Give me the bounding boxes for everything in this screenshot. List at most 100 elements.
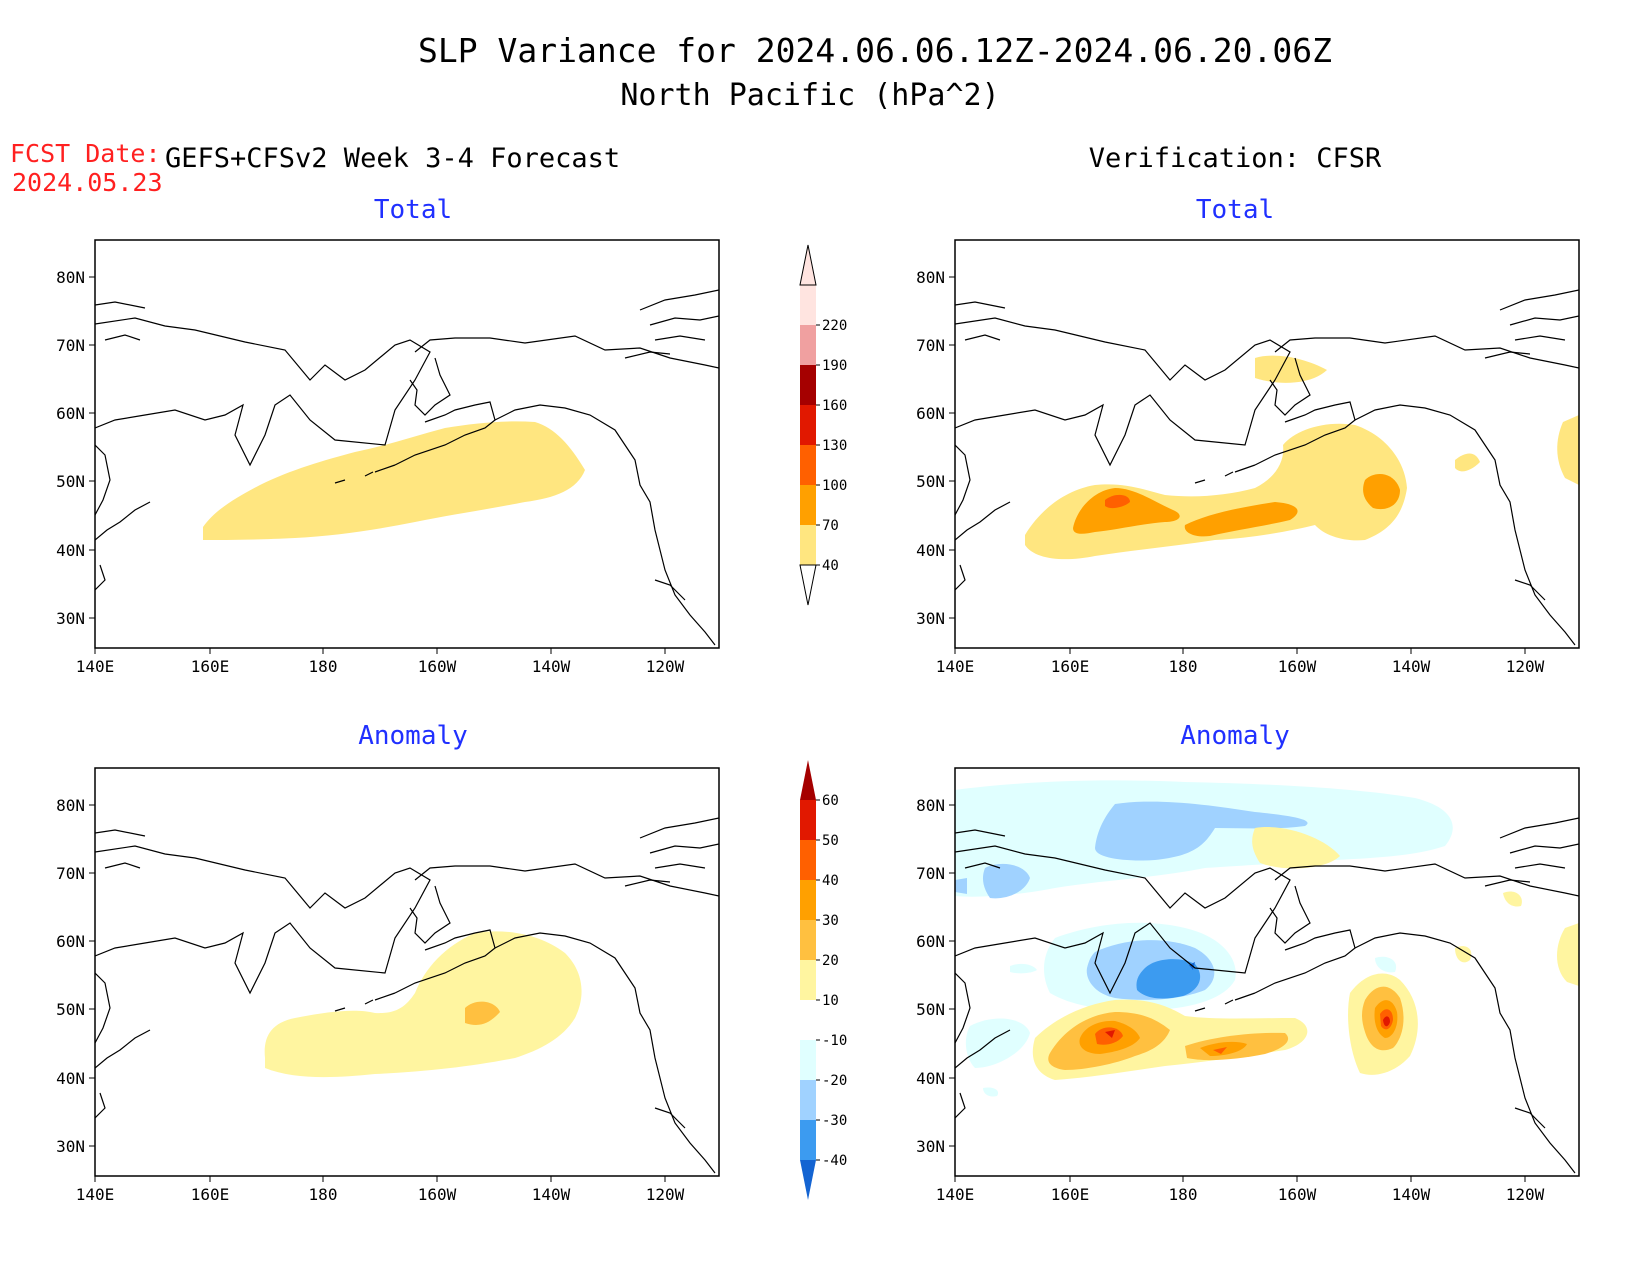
contour-40-70 [203, 421, 585, 540]
lon-tick-label: 120W [646, 1185, 685, 1204]
colorbar-level-label: 70 [822, 518, 839, 534]
colorbar-swatch [800, 1080, 816, 1120]
colorbar-bottom-triangle [800, 1160, 816, 1200]
lat-tick-label: 40N [56, 1069, 85, 1088]
lon-tick-label: 140E [936, 657, 975, 676]
lat-tick-label: 80N [56, 268, 85, 287]
lon-tick-label: 120W [1506, 1185, 1545, 1204]
colorbar-anomaly: 60 50 40 30 20 10 -10 -20 -30 -40 [800, 760, 847, 1200]
lat-tick-label: 70N [56, 336, 85, 355]
lon-tick-label: 160E [191, 1185, 230, 1204]
lon-tick-label: 160E [1051, 657, 1090, 676]
fcst-date-label: FCST Date: [10, 139, 161, 168]
lon-tick-label: 160E [191, 657, 230, 676]
panel-title-verification-total: Total [1196, 195, 1274, 225]
colorbar-total: 40 70 100 130 160 190 220 [799, 244, 847, 606]
colorbar-swatch [800, 960, 816, 1000]
colorbar-swatch [800, 1120, 816, 1160]
colorbar-level-label: 20 [822, 953, 839, 969]
colorbar-swatch [800, 405, 816, 445]
colorbar-level-label: 40 [822, 873, 839, 889]
colorbar-level-label: -40 [822, 1153, 847, 1169]
lat-tick-label: 50N [916, 472, 945, 491]
panel-title-forecast-anomaly: Anomaly [358, 721, 468, 751]
lat-tick-label: 30N [916, 1137, 945, 1156]
map-forecast-total [94, 239, 720, 649]
panel-title-forecast-total: Total [374, 195, 452, 225]
lon-tick-label: 140W [1392, 1185, 1431, 1204]
lat-tick-label: 40N [916, 541, 945, 560]
lat-tick-label: 40N [916, 1069, 945, 1088]
colorbar-level-label: 130 [822, 438, 847, 454]
lon-tick-label: 160W [1278, 657, 1317, 676]
lat-tick-label: 50N [916, 1000, 945, 1019]
map-verification-total [954, 239, 1580, 649]
colorbar-level-label: 160 [822, 398, 847, 414]
lat-tick-label: 60N [916, 932, 945, 951]
lat-tick-label: 50N [56, 472, 85, 491]
colorbar-swatch [800, 485, 816, 525]
lat-tick-label: 70N [916, 864, 945, 883]
map-verification-anomaly [954, 767, 1580, 1177]
verification-column-title: Verification: CFSR [1089, 143, 1382, 174]
colorbar-level-label: 220 [822, 318, 847, 334]
colorbar-level-label: 50 [822, 833, 839, 849]
lat-tick-label: 80N [56, 796, 85, 815]
colorbar-swatch [800, 445, 816, 485]
lat-tick-label: 30N [916, 609, 945, 628]
lon-tick-label: 140W [1392, 657, 1431, 676]
colorbar-level-label: 10 [822, 993, 839, 1009]
colorbar-level-label: 190 [822, 358, 847, 374]
lat-tick-label: 30N [56, 609, 85, 628]
lat-tick-label: 60N [56, 932, 85, 951]
lon-tick-label: 140W [532, 1185, 571, 1204]
fcst-date-value: 2024.05.23 [12, 168, 163, 197]
lon-tick-label: 160W [418, 657, 457, 676]
map-axes: 80N 70N 60N 50N 40N 30N 140E 160E 180 160W 140W 120… [56, 268, 1545, 1204]
main-subtitle: North Pacific (hPa^2) [620, 78, 999, 113]
forecast-column-title: GEFS+CFSv2 Week 3-4 Forecast [165, 143, 620, 174]
lon-tick-label: 140E [76, 1185, 115, 1204]
colorbar-level-label: 100 [822, 478, 847, 494]
lat-tick-label: 70N [916, 336, 945, 355]
colorbar-swatch [800, 800, 816, 840]
lat-tick-label: 50N [56, 1000, 85, 1019]
colorbar-top-triangle [799, 244, 817, 286]
lat-tick-label: 60N [916, 404, 945, 423]
colorbar-swatch [800, 880, 816, 920]
lat-tick-label: 80N [916, 268, 945, 287]
panel-title-verification-anomaly: Anomaly [1180, 721, 1290, 751]
colorbar-level-label: 60 [822, 793, 839, 809]
colorbar-swatch [800, 840, 816, 880]
map-forecast-anomaly [94, 767, 720, 1177]
colorbar-swatch [800, 525, 816, 565]
colorbar-swatch [800, 365, 816, 405]
colorbar-level-label: -30 [822, 1113, 847, 1129]
main-title: SLP Variance for 2024.06.06.12Z-2024.06.… [418, 31, 1332, 70]
lat-tick-label: 80N [916, 796, 945, 815]
colorbar-swatch [800, 325, 816, 365]
lon-tick-label: 120W [646, 657, 685, 676]
colorbar-level-label: -20 [822, 1073, 847, 1089]
colorbar-swatch [800, 285, 816, 325]
lon-tick-label: 140E [936, 1185, 975, 1204]
colorbar-top-triangle [800, 760, 816, 800]
colorbar-bottom-triangle [799, 564, 817, 606]
lat-tick-label: 60N [56, 404, 85, 423]
lon-tick-label: 140E [76, 657, 115, 676]
lon-tick-label: 180 [309, 657, 338, 676]
lon-tick-label: 160W [1278, 1185, 1317, 1204]
colorbar-level-label: 40 [822, 558, 839, 574]
colorbar-swatch [800, 1000, 816, 1040]
colorbar-level-label: 30 [822, 913, 839, 929]
lon-tick-label: 180 [1169, 657, 1198, 676]
lon-tick-label: 180 [309, 1185, 338, 1204]
lon-tick-label: 180 [1169, 1185, 1198, 1204]
lon-tick-label: 160W [418, 1185, 457, 1204]
colorbar-swatch [800, 1040, 816, 1080]
lat-tick-label: 70N [56, 864, 85, 883]
lon-tick-label: 140W [532, 657, 571, 676]
colorbar-swatch [800, 920, 816, 960]
colorbar-level-label: -10 [822, 1033, 847, 1049]
